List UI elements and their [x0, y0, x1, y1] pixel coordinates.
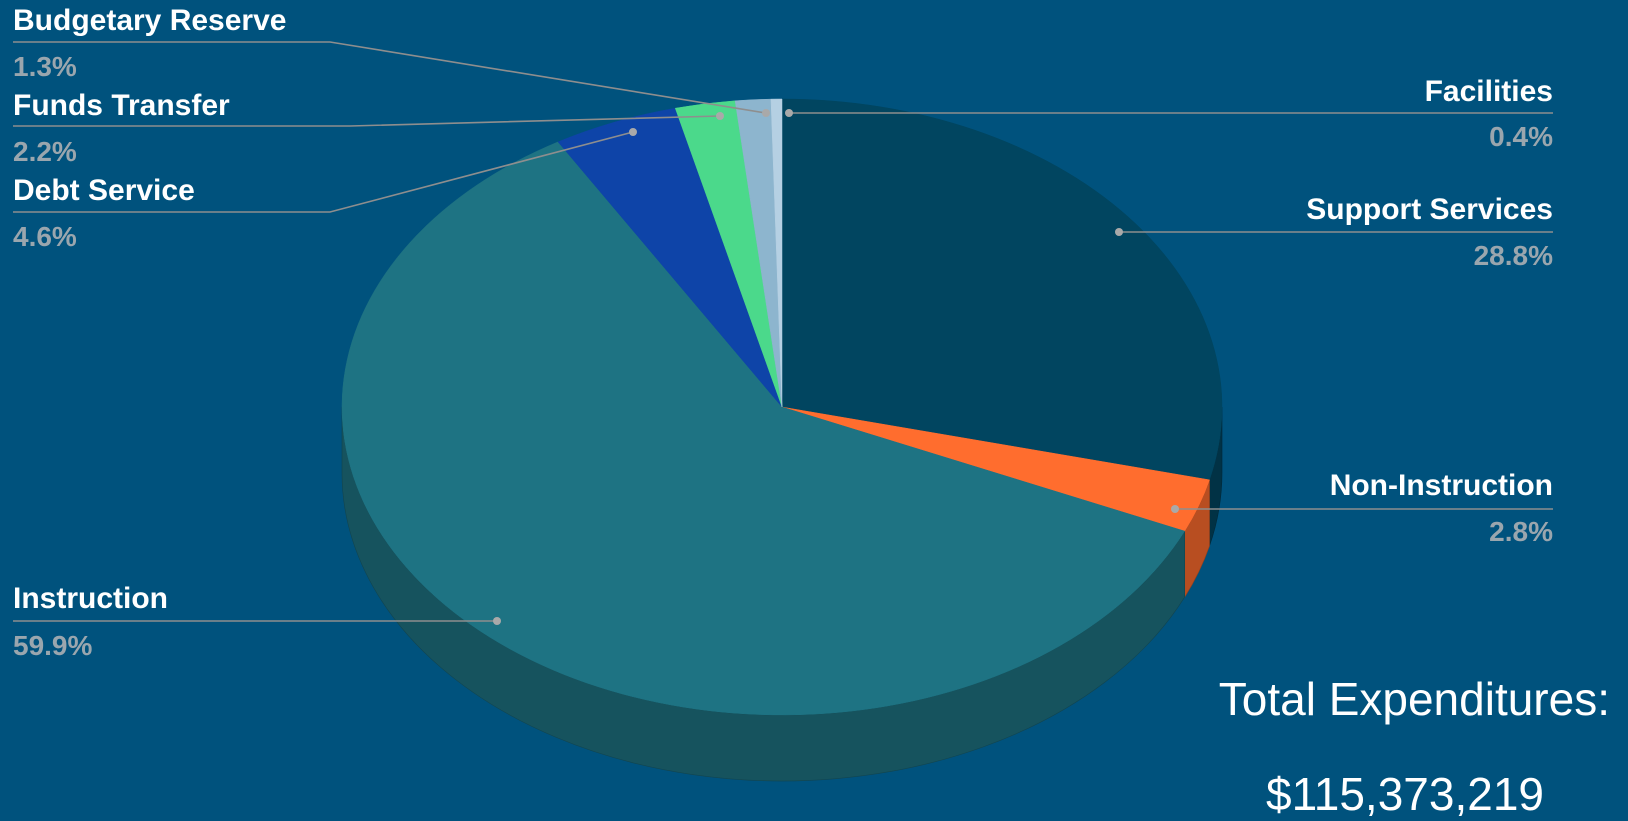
pie-labels: Support Services 28.8% Non-Instruction 2.8%… — [13, 4, 1553, 661]
leader-dot-funds-transfer — [716, 112, 724, 120]
label-name-instruction: Instruction — [13, 582, 168, 615]
label-name-funds-transfer: Funds Transfer — [13, 89, 230, 122]
total-expenditures-value: $115,373,219 — [1266, 768, 1544, 820]
label-budgetary-reserve: Budgetary Reserve 1.3% — [13, 4, 770, 117]
total-expenditures-title: Total Expenditures: — [1218, 673, 1610, 725]
leader-dot-budgetary-reserve — [762, 109, 770, 117]
label-percent-debt-service: 4.6% — [13, 221, 77, 252]
leader-line-funds-transfer — [13, 115, 721, 127]
pie-top — [341, 98, 1223, 716]
leader-dot-facilities — [785, 109, 793, 117]
label-percent-budgetary-reserve: 1.3% — [13, 51, 77, 82]
leader-line-debt-service — [13, 131, 634, 213]
leader-dot-instruction — [493, 617, 501, 625]
label-funds-transfer: Funds Transfer 2.2% — [13, 89, 724, 167]
label-name-non-instruction: Non-Instruction — [1330, 469, 1553, 502]
label-name-debt-service: Debt Service — [13, 174, 195, 207]
label-instruction: Instruction 59.9% — [13, 582, 501, 661]
label-percent-non-instruction: 2.8% — [1489, 516, 1553, 547]
label-support-services: Support Services 28.8% — [1115, 193, 1553, 271]
label-percent-instruction: 59.9% — [13, 630, 92, 661]
label-name-facilities: Facilities — [1425, 75, 1553, 108]
leader-dot-support-services — [1115, 228, 1123, 236]
leader-dot-debt-service — [629, 128, 637, 136]
leader-dot-non-instruction — [1171, 505, 1179, 513]
label-name-support-services: Support Services — [1306, 193, 1553, 226]
label-non-instruction: Non-Instruction 2.8% — [1171, 469, 1553, 547]
label-percent-facilities: 0.4% — [1489, 121, 1553, 152]
leader-line-budgetary-reserve — [13, 41, 767, 114]
pie-slice-support-services — [781, 98, 1223, 481]
pie-slice-instruction — [341, 141, 1186, 716]
label-debt-service: Debt Service 4.6% — [13, 128, 637, 252]
label-percent-funds-transfer: 2.2% — [13, 136, 77, 167]
label-percent-support-services: 28.8% — [1474, 240, 1553, 271]
pie-slice-facilities — [770, 98, 783, 408]
label-facilities: Facilities 0.4% — [785, 75, 1553, 152]
label-name-budgetary-reserve: Budgetary Reserve — [13, 4, 286, 37]
